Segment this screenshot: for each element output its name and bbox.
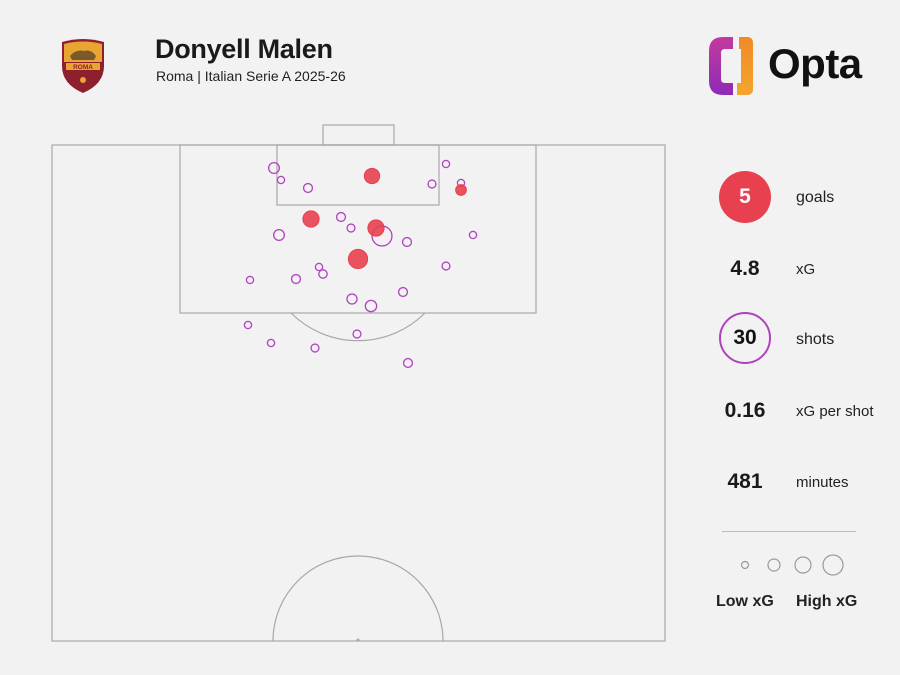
shot-marker bbox=[276, 175, 286, 185]
shot-marker bbox=[441, 159, 451, 169]
minutes-label: minutes bbox=[796, 474, 849, 491]
legend-circle-m bbox=[794, 556, 812, 574]
goals-badge: 5 bbox=[719, 171, 771, 223]
player-name: Donyell Malen bbox=[155, 34, 333, 64]
centre-spot bbox=[356, 638, 360, 642]
shot-marker bbox=[352, 329, 362, 339]
shot-marker bbox=[243, 320, 253, 330]
svg-text:ROMA: ROMA bbox=[73, 64, 93, 71]
xg-per-shot-value: 0.16 bbox=[724, 399, 766, 422]
xg-size-legend bbox=[740, 554, 844, 576]
penalty-arc bbox=[290, 312, 426, 342]
shot-marker bbox=[302, 182, 314, 194]
shot-marker bbox=[346, 223, 356, 233]
shot-marker bbox=[364, 299, 378, 313]
shot-marker bbox=[314, 262, 324, 272]
opta-logo-icon bbox=[709, 37, 753, 95]
legend-high-xg-label: High xG bbox=[796, 593, 858, 610]
shot-marker bbox=[335, 211, 347, 223]
pitch-outline bbox=[51, 144, 666, 642]
goal-shot-marker bbox=[455, 184, 467, 196]
shot-marker bbox=[310, 343, 320, 353]
shot-marker bbox=[290, 273, 302, 285]
penalty-area bbox=[179, 144, 537, 314]
shot-marker bbox=[245, 275, 255, 285]
shot-marker bbox=[346, 293, 358, 305]
roma-crest-logo: ROMA bbox=[62, 39, 104, 93]
shot-marker bbox=[427, 179, 437, 189]
shots-layer bbox=[243, 159, 478, 369]
goal bbox=[322, 124, 395, 146]
shots-label: shots bbox=[796, 331, 835, 348]
minutes-value: 481 bbox=[727, 470, 763, 493]
pitch-lines bbox=[51, 124, 666, 642]
shots-value: 30 bbox=[733, 326, 757, 349]
centre-circle bbox=[272, 555, 444, 642]
legend-low-xg-label: Low xG bbox=[716, 593, 774, 610]
shot-marker bbox=[402, 357, 414, 369]
xg-label: xG bbox=[796, 261, 816, 278]
shot-marker bbox=[468, 230, 478, 240]
xg-per-shot-label: xG per shot bbox=[796, 403, 874, 420]
legend-circle-xs bbox=[740, 560, 750, 570]
goals-value: 5 bbox=[739, 185, 751, 208]
legend-circle-l bbox=[822, 554, 844, 576]
six-yard-box bbox=[276, 144, 440, 206]
shot-marker bbox=[401, 236, 413, 248]
goal-shot-marker bbox=[363, 167, 381, 185]
goal-shot-marker bbox=[302, 210, 320, 228]
shot-marker bbox=[441, 261, 451, 271]
goal-shot-marker bbox=[347, 248, 369, 270]
shot-marker bbox=[397, 286, 409, 298]
shot-marker bbox=[267, 161, 281, 175]
goal-shot-marker bbox=[367, 219, 385, 237]
shot-marker bbox=[272, 228, 286, 242]
legend-divider bbox=[722, 531, 856, 532]
shots-badge: 30 bbox=[719, 312, 771, 364]
opta-wordmark: Opta bbox=[768, 40, 862, 87]
legend-circle-s bbox=[767, 558, 781, 572]
shot-marker bbox=[266, 338, 276, 348]
shot-marker bbox=[318, 269, 328, 279]
goals-label: goals bbox=[796, 189, 835, 206]
xg-value: 4.8 bbox=[730, 257, 760, 280]
competition-subtitle: Roma | Italian Serie A 2025-26 bbox=[156, 68, 346, 84]
